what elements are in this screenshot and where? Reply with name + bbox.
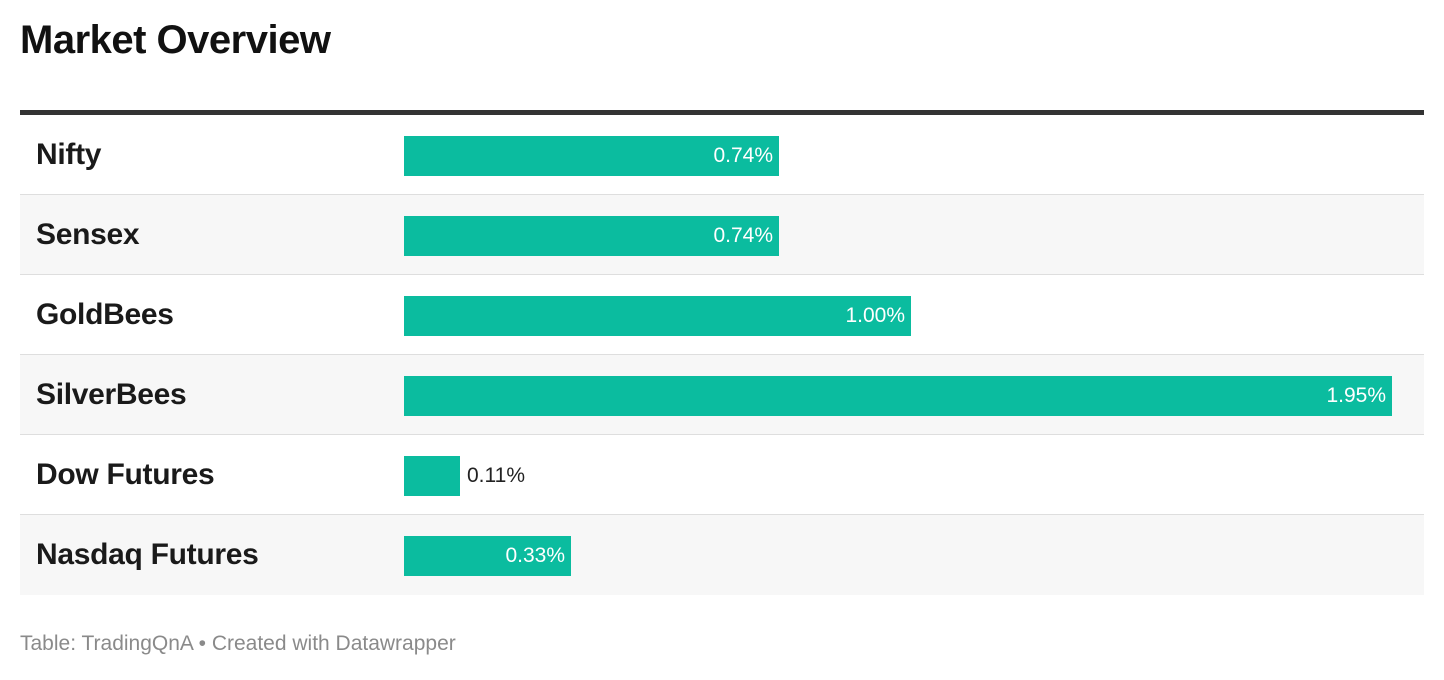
table-row: Dow Futures 0.11%: [20, 435, 1424, 515]
bar: [404, 136, 779, 176]
table-row: GoldBees 1.00%: [20, 275, 1424, 355]
footer-note: Table: TradingQnA • Created with Datawra…: [20, 632, 456, 656]
bar-value-label: 1.95%: [1326, 384, 1386, 407]
footer-separator: •: [192, 632, 212, 655]
header-rule: [20, 110, 1424, 115]
bar: [404, 296, 911, 336]
bar-value-label: 0.11%: [467, 464, 525, 487]
footer-credit[interactable]: Created with Datawrapper: [211, 632, 456, 655]
bar: [404, 216, 779, 256]
table-row: Nifty 0.74%: [20, 115, 1424, 195]
row-label: Dow Futures: [36, 458, 215, 491]
bar-value-label: 0.74%: [713, 224, 773, 247]
row-label: Sensex: [36, 218, 140, 251]
bar-value-label: 0.33%: [505, 544, 565, 567]
bar-table: Nifty 0.74% Sensex 0.74% GoldBees 1.00% Silver…: [20, 115, 1424, 595]
bar: [404, 376, 1392, 416]
row-label: Nasdaq Futures: [36, 538, 259, 571]
row-label: Nifty: [36, 138, 102, 171]
table-row: Nasdaq Futures 0.33%: [20, 515, 1424, 595]
row-label: SilverBees: [36, 378, 187, 411]
chart-title: Market Overview: [20, 18, 331, 62]
bar-value-label: 1.00%: [845, 304, 905, 327]
row-label: GoldBees: [36, 298, 174, 331]
bar: [404, 456, 460, 496]
bar-value-label: 0.74%: [713, 144, 773, 167]
table-row: SilverBees 1.95%: [20, 355, 1424, 435]
table-row: Sensex 0.74%: [20, 195, 1424, 275]
bar: [404, 536, 571, 576]
footer-source: Table: TradingQnA: [20, 632, 193, 655]
